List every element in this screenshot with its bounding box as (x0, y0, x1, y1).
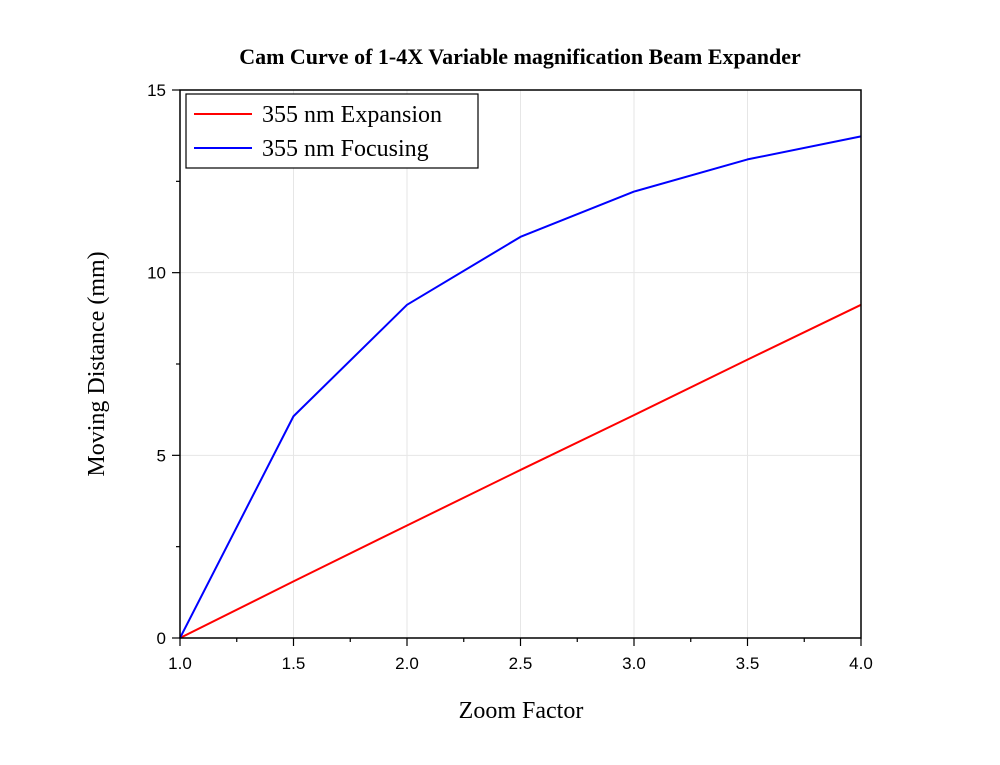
x-tick-label: 1.5 (282, 654, 306, 673)
legend-box (185, 93, 479, 169)
series-line-focusing (179, 135, 862, 639)
x-axis-label: Zoom Factor (459, 698, 584, 724)
y-tick-label: 0 (157, 629, 166, 648)
legend-label-expansion: 355 nm Expansion (262, 102, 442, 128)
series-line-expansion (179, 303, 862, 639)
series-layer (179, 135, 862, 639)
x-tick-label: 2.5 (509, 654, 533, 673)
y-tick-label: 10 (147, 264, 166, 283)
ticks: 1.0 1.5 2.0 2.5 3.0 3.5 4.0 0 5 10 15 (147, 81, 873, 673)
x-tick-label: 4.0 (849, 654, 873, 673)
y-tick-label: 5 (157, 446, 166, 465)
grid (180, 90, 861, 638)
x-tick-label: 3.5 (736, 654, 760, 673)
legend-label-focusing: 355 nm Focusing (262, 136, 429, 162)
legend: 355 nm Expansion 355 nm Focusing (185, 93, 479, 169)
x-tick-label: 3.0 (622, 654, 646, 673)
chart-title: Cam Curve of 1-4X Variable magnification… (239, 44, 801, 69)
x-tick-label: 1.0 (168, 654, 192, 673)
y-tick-label: 15 (147, 81, 166, 100)
y-axis-label: Moving Distance (mm) (84, 251, 110, 476)
x-tick-label: 2.0 (395, 654, 419, 673)
